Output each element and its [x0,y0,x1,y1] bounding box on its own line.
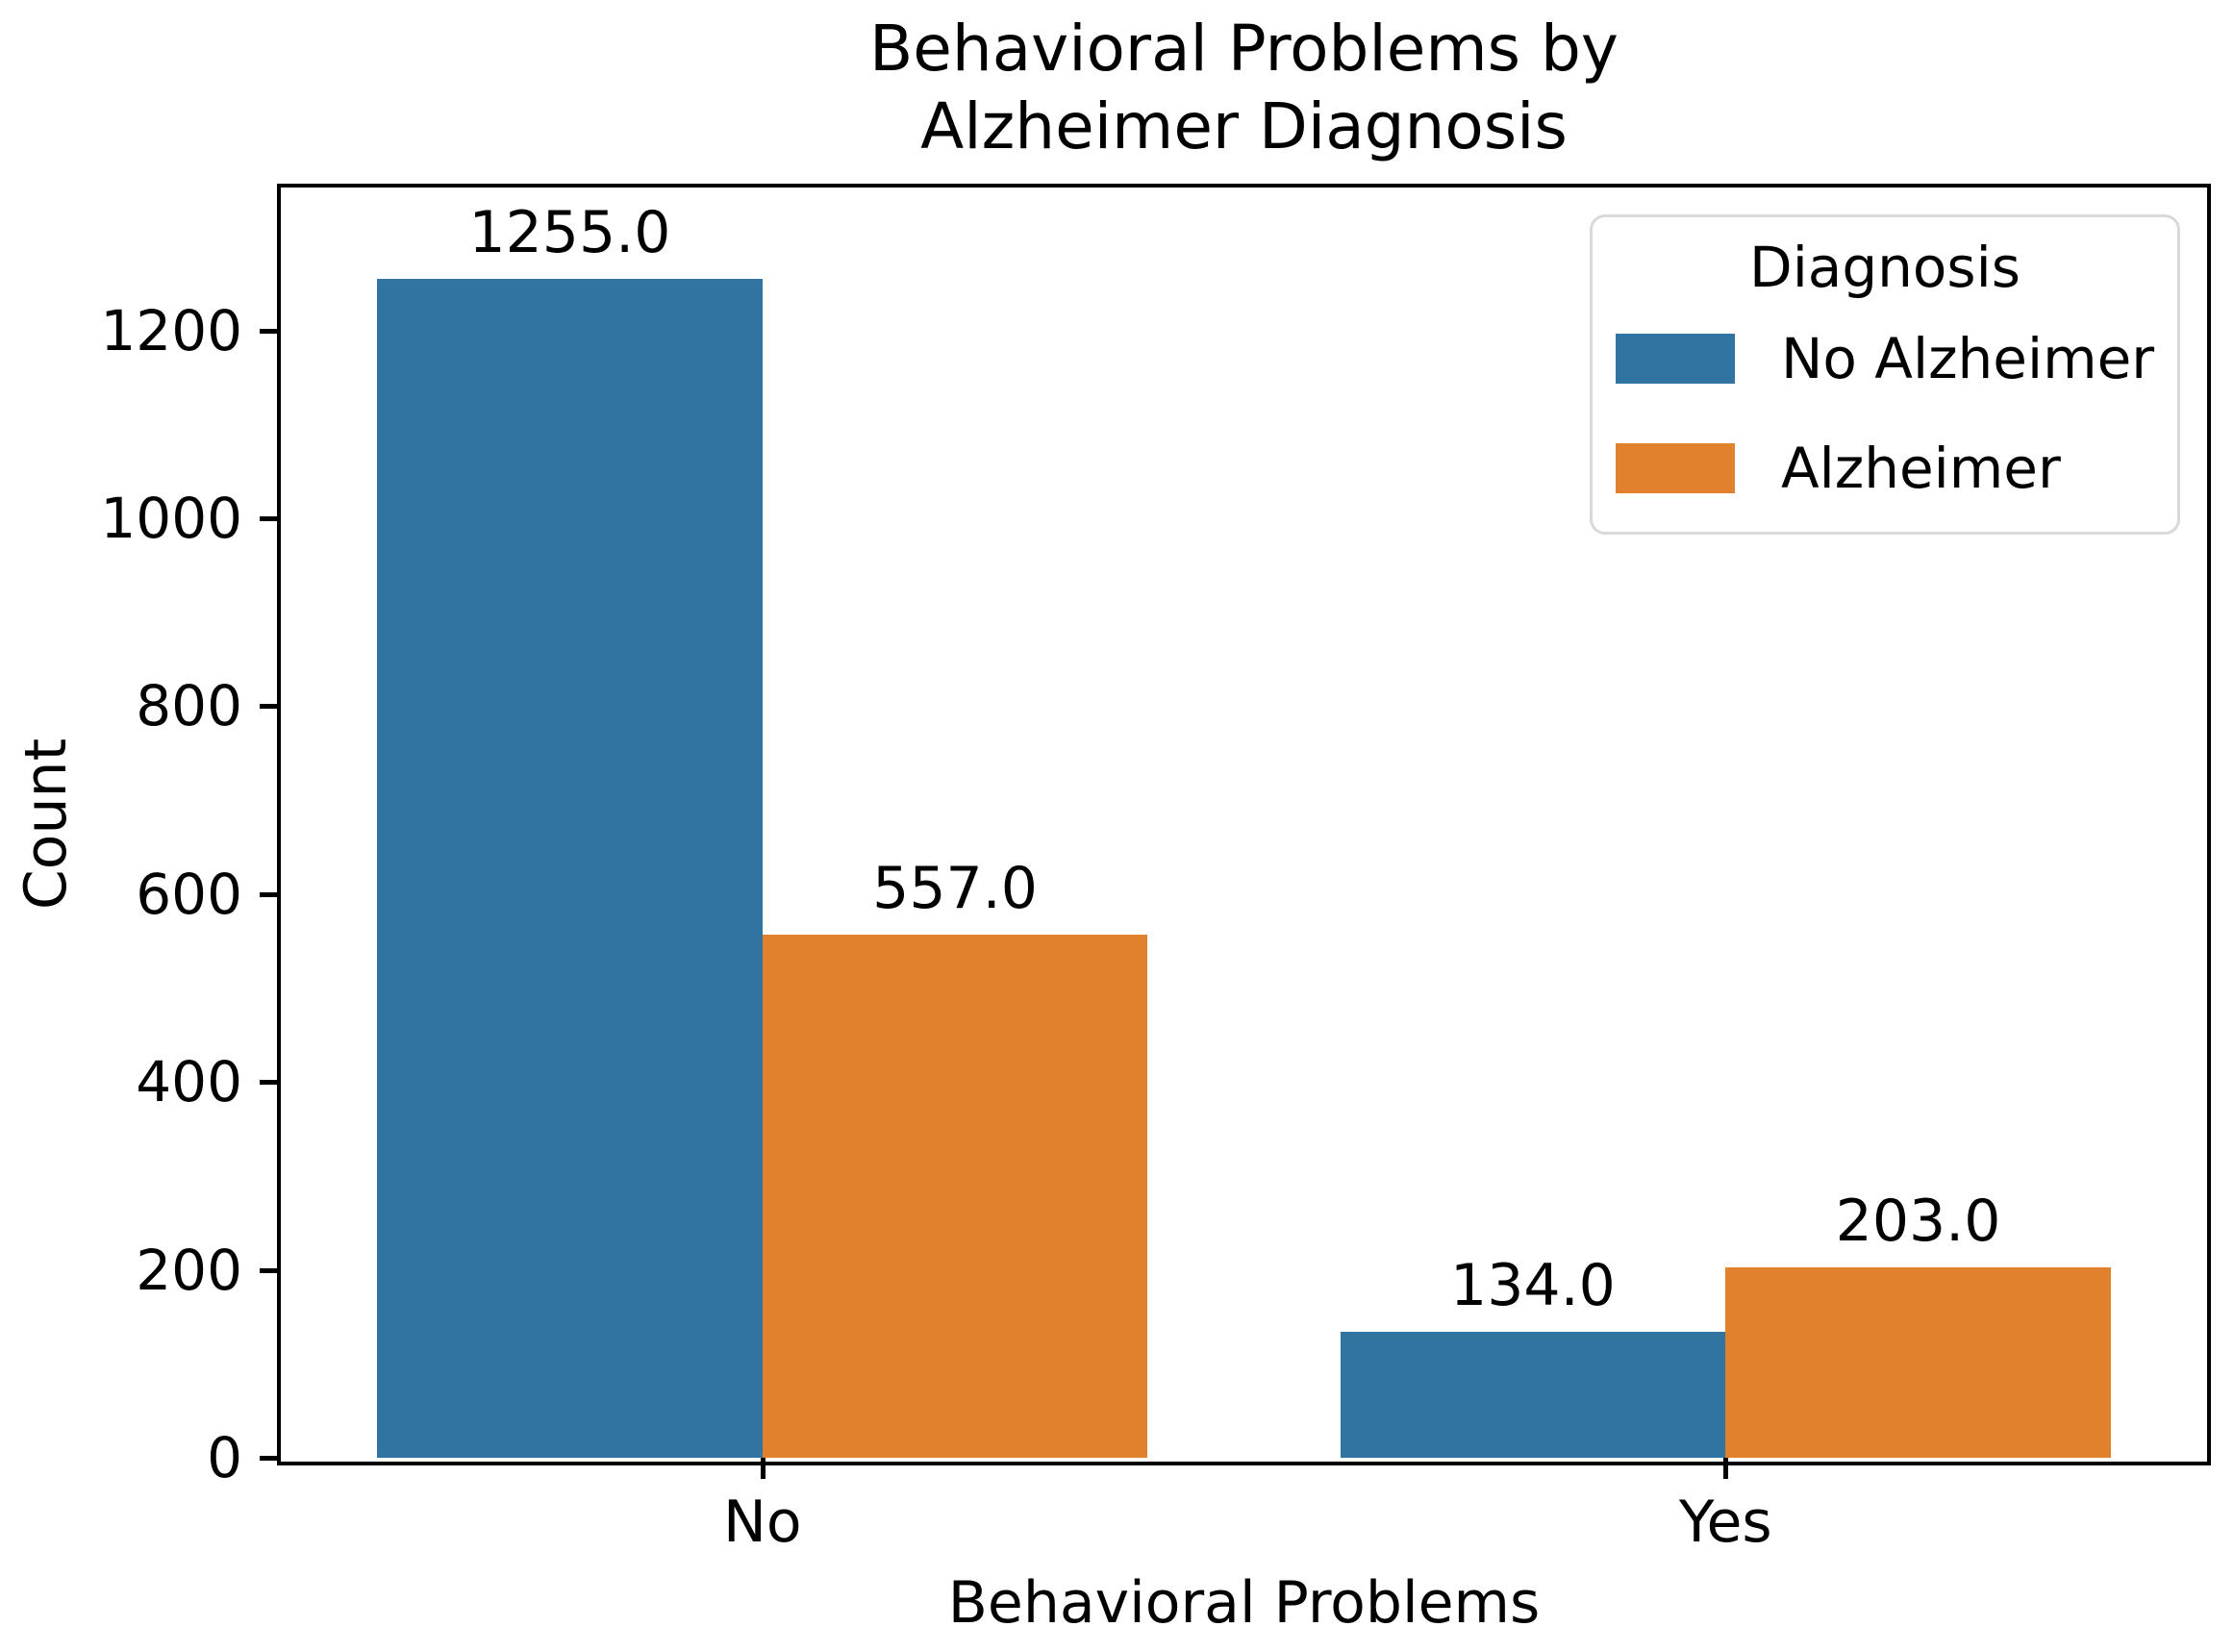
y-tick-mark [260,891,281,897]
y-tick-mark [260,704,281,710]
x-tick-label: No [722,1489,802,1556]
chart-title-line-2: Alzheimer Diagnosis [920,89,1568,163]
legend-title: Diagnosis [1749,235,2021,300]
y-tick-mark [260,1267,281,1273]
legend-item-label: No Alzheimer [1781,326,2155,391]
bar-value-label: 1255.0 [468,198,671,266]
y-tick-label: 600 [136,861,242,927]
x-axis-label: Behavioral Problems [947,1569,1541,1637]
legend-item-label: Alzheimer [1781,436,2061,501]
bar-value-label: 134.0 [1450,1252,1616,1320]
y-tick-label: 800 [136,673,242,739]
x-tick-mark [760,1458,766,1479]
y-tick-mark [260,1456,281,1461]
legend-swatch-alzheimer [1616,443,1735,493]
y-tick-mark [260,1080,281,1086]
legend-swatch-no-alzheimer [1616,334,1735,384]
bar-no-alzheimer [762,934,1148,1458]
chart-title: Behavioral Problems by Alzheimer Diagnos… [281,10,2207,165]
y-tick-label: 200 [136,1237,242,1303]
bar-yes-no-alzheimer [1340,1332,1726,1458]
legend-entry: Alzheimer [1616,435,2154,502]
y-axis-label: Count [13,738,80,911]
chart-title-line-1: Behavioral Problems by [869,12,1619,86]
legend-entry: No Alzheimer [1616,325,2154,392]
bar-value-label: 557.0 [872,854,1038,922]
y-tick-mark [260,515,281,521]
x-tick-label: Yes [1678,1489,1772,1556]
y-tick-label: 400 [136,1049,242,1115]
legend-items: No Alzheimer Alzheimer [1616,325,2154,502]
bar-yes-alzheimer [1725,1266,2111,1458]
bar-no-no-alzheimer [377,278,763,1458]
y-tick-label: 1200 [100,297,242,363]
legend: Diagnosis No Alzheimer Alzheimer [1590,214,2180,535]
x-tick-mark [1723,1458,1729,1479]
y-tick-label: 1000 [100,485,242,551]
y-tick-mark [260,328,281,334]
bar-value-label: 203.0 [1835,1187,2001,1255]
y-tick-label: 0 [207,1425,242,1490]
